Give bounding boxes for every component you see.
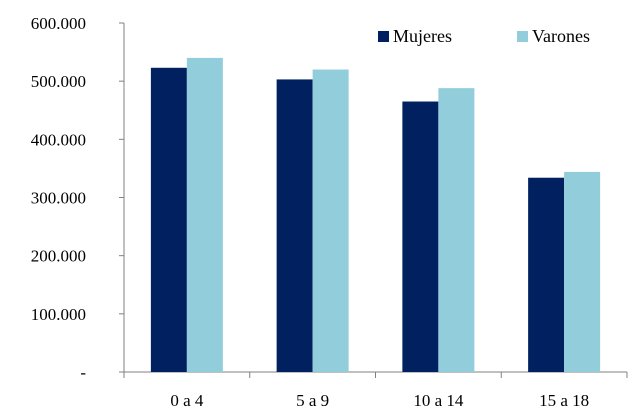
y-tick-label: 200.000 [31, 247, 86, 266]
bar-varones-0-a-4 [186, 57, 223, 373]
bar-varones-5-a-9 [312, 69, 349, 373]
bars [150, 57, 601, 373]
y-tick-label: 300.000 [31, 189, 86, 208]
y-tick-label: - [80, 363, 86, 382]
y-axis: - 100.000 200.000 300.000 400.000 500.000 600.… [31, 14, 125, 382]
y-tick-label: 500.000 [31, 72, 86, 91]
bar-varones-10-a-14 [438, 88, 475, 372]
legend-swatch-varones [517, 31, 528, 42]
bar-varones-15-a-18 [564, 171, 601, 372]
legend: Mujeres Varones [378, 26, 590, 46]
legend-swatch-mujeres [378, 31, 389, 42]
x-tick-label: 10 a 14 [413, 391, 464, 410]
x-tick-label: 5 a 9 [296, 391, 329, 410]
x-tick-label: 0 a 4 [170, 391, 204, 410]
legend-label-mujeres: Mujeres [393, 26, 452, 46]
legend-label-varones: Varones [532, 26, 590, 46]
bar-mujeres-15-a-18 [528, 177, 565, 372]
y-tick-label: 600.000 [31, 14, 86, 33]
x-tick-label: 15 a 18 [539, 391, 589, 410]
y-tick-label: 100.000 [31, 305, 86, 324]
y-tick-label: 400.000 [31, 130, 86, 149]
bar-mujeres-0-a-4 [150, 67, 187, 372]
x-axis: 0 a 4 5 a 9 10 a 14 15 a 18 [123, 371, 628, 410]
bar-mujeres-10-a-14 [402, 101, 439, 373]
bar-mujeres-5-a-9 [276, 79, 313, 373]
